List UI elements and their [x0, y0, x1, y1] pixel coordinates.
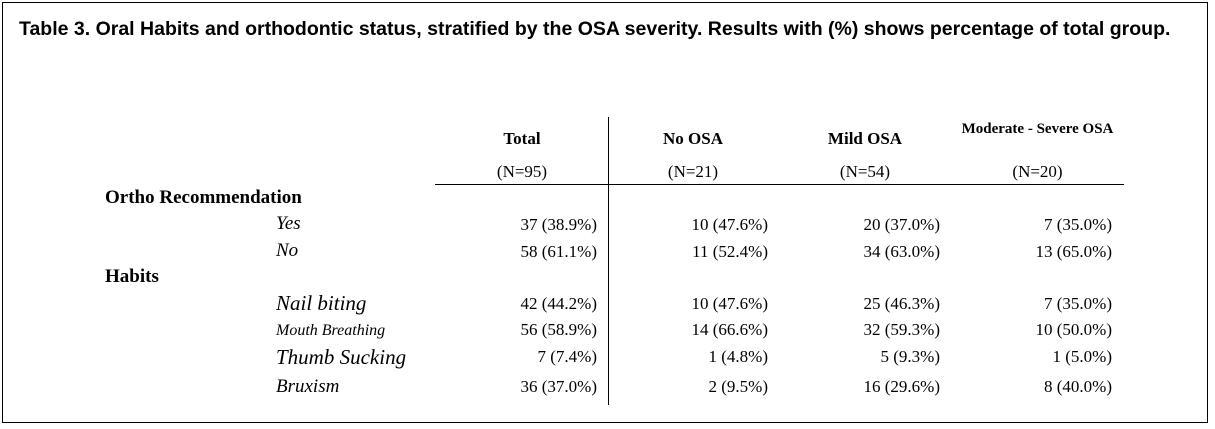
column-header-total: Total: [503, 129, 541, 148]
column-header-no-osa: No OSA: [663, 129, 723, 148]
row-label-yes: Yes: [276, 213, 301, 234]
cell-mouth-breathing-mild-osa: 32 (59.3%): [863, 320, 940, 339]
row-label-no: No: [276, 240, 299, 261]
cell-nail-biting-total: 42 (44.2%): [520, 294, 597, 313]
cell-thumb-sucking-mild-osa: 5 (9.3%): [880, 347, 940, 366]
cell-nail-biting-no-osa: 10 (47.6%): [691, 294, 768, 313]
cell-yes-no-osa: 10 (47.6%): [691, 215, 768, 234]
cell-mouth-breathing-total: 56 (58.9%): [520, 320, 597, 339]
cell-mouth-breathing-moderate-severe: 10 (50.0%): [1035, 320, 1112, 339]
column-n-mild-osa: (N=54): [839, 162, 891, 181]
row-label-bruxism: Bruxism: [276, 376, 340, 397]
cell-yes-total: 37 (38.9%): [520, 215, 597, 234]
cell-nail-biting-moderate-severe: 7 (35.0%): [1044, 294, 1112, 313]
column-header-moderate-severe-osa: Moderate - Severe OSA: [961, 121, 1114, 137]
cell-bruxism-moderate-severe: 8 (40.0%): [1044, 377, 1112, 396]
column-divider: [608, 117, 609, 405]
row-label-thumb-sucking: Thumb Sucking: [276, 345, 407, 369]
cell-bruxism-mild-osa: 16 (29.6%): [863, 377, 940, 396]
cell-no-mild-osa: 34 (63.0%): [863, 242, 940, 261]
cell-thumb-sucking-no-osa: 1 (4.8%): [708, 347, 768, 366]
column-header-mild-osa: Mild OSA: [827, 129, 903, 148]
column-n-total: (N=95): [496, 162, 548, 181]
section-title-ortho: Ortho Recommendation: [105, 187, 302, 208]
cell-bruxism-total: 36 (37.0%): [520, 377, 597, 396]
header-rule: [435, 184, 1124, 185]
table-caption: Table 3. Oral Habits and orthodontic sta…: [19, 18, 1171, 40]
cell-yes-moderate-severe: 7 (35.0%): [1044, 215, 1112, 234]
table-frame: [2, 2, 1208, 423]
cell-nail-biting-mild-osa: 25 (46.3%): [863, 294, 940, 313]
cell-yes-mild-osa: 20 (37.0%): [863, 215, 940, 234]
column-n-no-osa: (N=21): [667, 162, 719, 181]
column-n-moderate-severe-osa: (N=20): [1012, 162, 1063, 181]
cell-thumb-sucking-moderate-severe: 1 (5.0%): [1052, 347, 1112, 366]
row-label-mouth-breathing: Mouth Breathing: [276, 322, 386, 339]
cell-bruxism-no-osa: 2 (9.5%): [708, 377, 768, 396]
cell-thumb-sucking-total: 7 (7.4%): [537, 347, 597, 366]
cell-no-no-osa: 11 (52.4%): [692, 242, 768, 261]
row-label-nail-biting: Nail biting: [276, 291, 367, 315]
cell-mouth-breathing-no-osa: 14 (66.6%): [691, 320, 768, 339]
cell-no-total: 58 (61.1%): [520, 242, 597, 261]
section-title-habits: Habits: [105, 266, 159, 287]
cell-no-moderate-severe: 13 (65.0%): [1035, 242, 1112, 261]
